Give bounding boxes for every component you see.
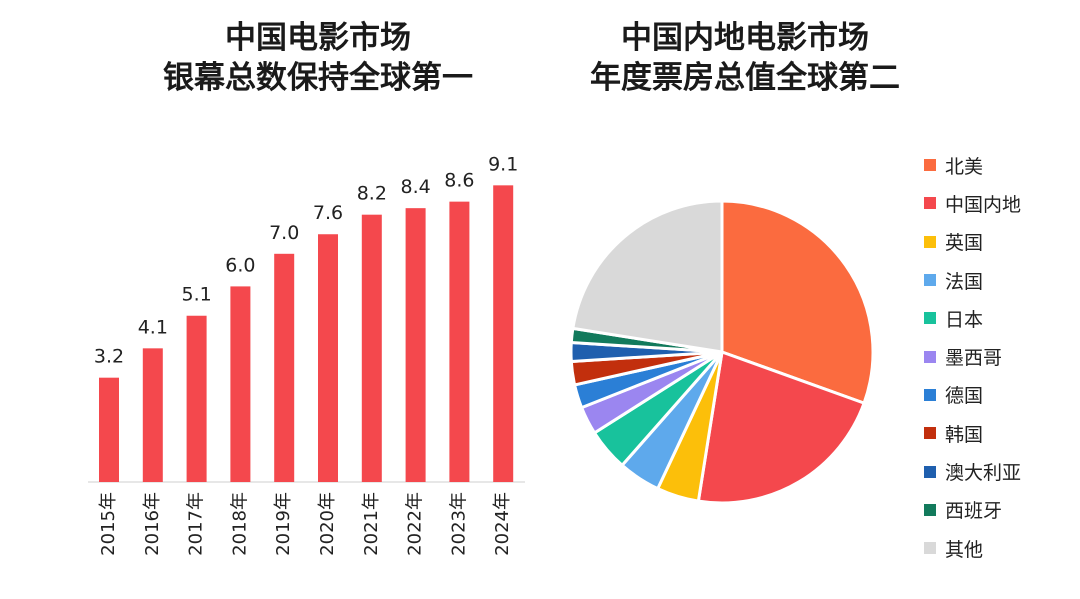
x-tick-label: 2020年 (317, 492, 338, 556)
legend-swatch (924, 542, 936, 555)
legend-label: 澳大利亚 (945, 462, 1022, 485)
pie-chart-title: 中国内地电影市场 年度票房总值全球第二 (555, 18, 935, 98)
bar-value-label: 7.6 (313, 202, 343, 224)
legend-item: 日本 (924, 299, 1021, 337)
legend-label: 法国 (945, 270, 984, 293)
legend-swatch (924, 159, 936, 172)
legend-label: 西班牙 (945, 500, 1003, 523)
legend-swatch (924, 274, 936, 287)
legend-item: 墨西哥 (924, 337, 1021, 375)
x-tick-label: 2016年 (142, 492, 163, 556)
legend-label: 北美 (945, 155, 984, 178)
x-tick-label: 2019年 (273, 492, 294, 556)
legend-swatch (924, 427, 936, 440)
bar (405, 208, 426, 482)
bar-chart-title: 中国电影市场 银幕总数保持全球第一 (118, 18, 518, 98)
legend-item: 法国 (924, 261, 1021, 299)
legend-swatch (924, 503, 936, 516)
bar-value-label: 7.0 (269, 222, 299, 244)
bar-value-label: 8.6 (444, 170, 474, 192)
bar-value-label: 8.4 (400, 176, 430, 198)
bar-value-label: 4.1 (138, 316, 168, 338)
pie-slice (696, 350, 866, 505)
x-tick-label: 2021年 (361, 492, 382, 556)
legend-item: 韩国 (924, 414, 1021, 452)
x-tick-label: 2022年 (405, 492, 426, 556)
bar (274, 253, 295, 482)
legend-item: 北美 (924, 146, 1021, 184)
bar (230, 286, 251, 482)
bar-chart: 3.2 2015年 4.1 2016年 5.1 2017年 6.0 2018年 7.0 2019年… (88, 153, 525, 556)
legend-item: 澳大利亚 (924, 452, 1021, 490)
bar (493, 185, 514, 482)
legend-swatch (924, 350, 936, 363)
legend-label: 英国 (945, 232, 984, 255)
pie-slice (571, 199, 724, 354)
x-tick-label: 2018年 (229, 492, 250, 556)
bar-value-label: 9.1 (488, 153, 518, 175)
legend-item: 德国 (924, 376, 1021, 414)
x-tick-label: 2015年 (98, 492, 119, 556)
legend-label: 德国 (945, 385, 984, 408)
bar-value-label: 8.2 (357, 183, 387, 205)
legend-swatch (924, 465, 936, 478)
bar (449, 201, 470, 482)
x-tick-label: 2017年 (186, 492, 207, 556)
x-tick-label: 2023年 (448, 492, 469, 556)
legend-item: 其他 (924, 529, 1021, 567)
legend-label: 中国内地 (945, 193, 1022, 216)
legend-swatch (924, 235, 936, 248)
bar-chart-title-line-2: 银幕总数保持全球第一 (163, 60, 473, 96)
bar-value-label: 6.0 (225, 254, 255, 276)
pie-slice (720, 199, 875, 405)
bar-value-label: 5.1 (181, 284, 211, 306)
x-tick-label: 2024年 (492, 492, 513, 556)
legend-swatch (924, 388, 936, 401)
pie-chart-title-line-2: 年度票房总值全球第二 (590, 60, 900, 96)
legend-label: 韩国 (945, 423, 984, 446)
legend-swatch (924, 197, 936, 210)
legend-swatch (924, 312, 936, 325)
legend-label: 日本 (945, 308, 984, 331)
pie-chart-title-line-1: 中国内地电影市场 (621, 20, 869, 56)
legend-item: 英国 (924, 223, 1021, 261)
legend-label: 墨西哥 (945, 347, 1003, 370)
pie-legend: 北美中国内地英国法国日本墨西哥德国韩国澳大利亚西班牙其他 (924, 146, 1021, 567)
bar-value-label: 3.2 (94, 346, 124, 368)
bar (186, 315, 207, 482)
legend-label: 其他 (945, 538, 984, 561)
bar (99, 377, 119, 482)
bar-chart-title-line-1: 中国电影市场 (225, 20, 411, 56)
legend-item: 西班牙 (924, 491, 1021, 529)
bar (361, 214, 382, 482)
bar (142, 348, 163, 482)
bar (318, 234, 338, 482)
legend-item: 中国内地 (924, 184, 1021, 222)
